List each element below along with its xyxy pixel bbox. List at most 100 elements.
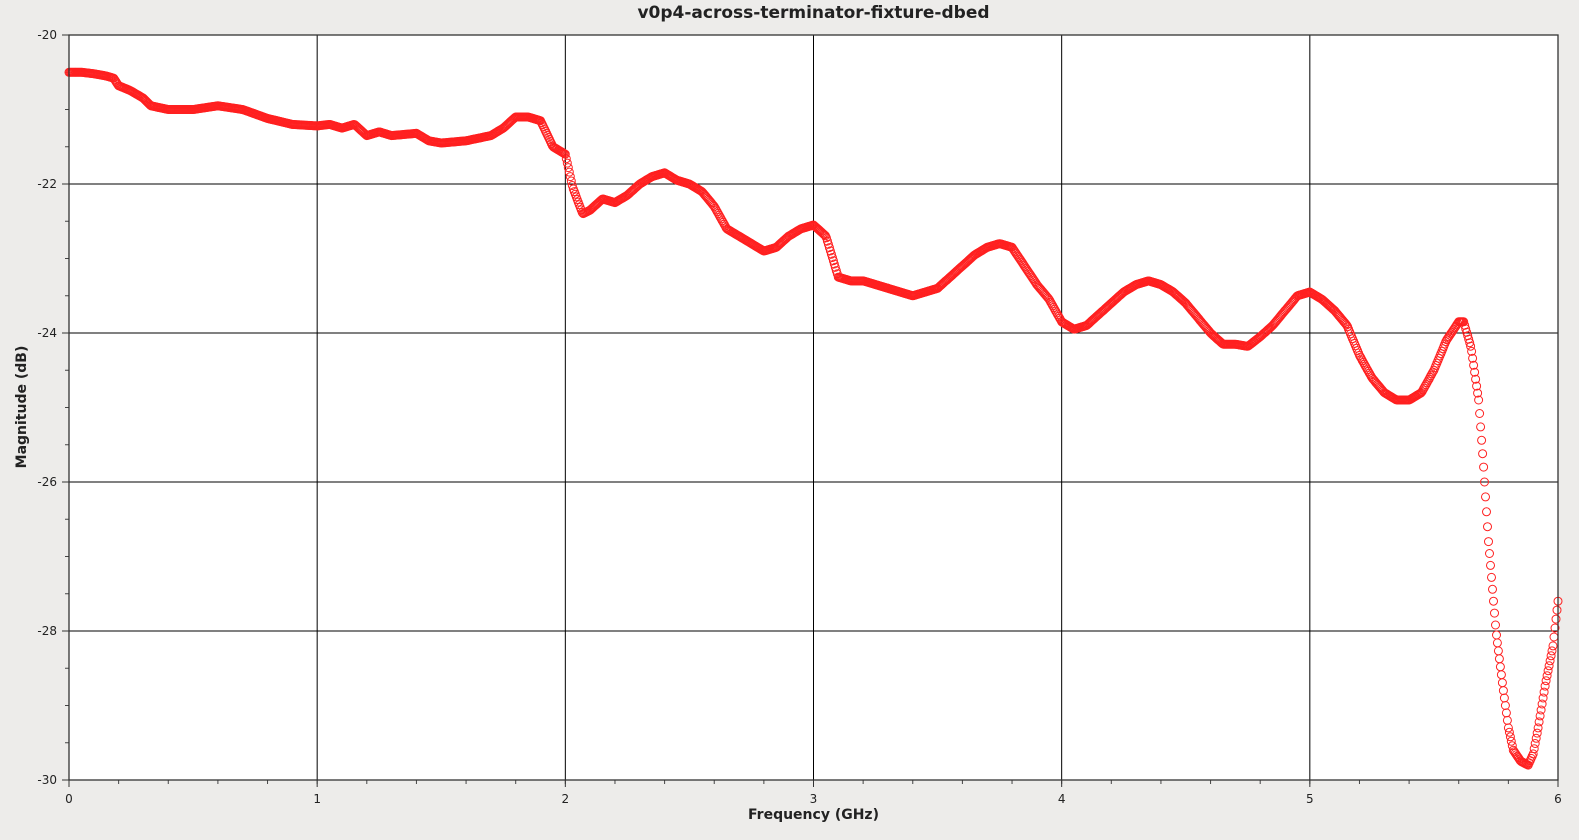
data-point [1498,686,1508,696]
data-point [544,132,553,142]
data-point [1459,317,1469,327]
data-point [1472,381,1482,391]
data-point [1489,596,1498,606]
data-point [1341,319,1351,329]
data-point [1490,608,1499,618]
data-point [558,148,568,158]
data-point [1542,671,1552,681]
y-tick-label: -22 [37,177,57,191]
data-point [562,158,572,168]
data-point [1545,656,1555,666]
data-point [1539,687,1549,697]
data-point [1543,666,1553,676]
data-point [1547,646,1557,656]
data-point [1460,320,1470,330]
data-point [557,147,567,157]
data-point [1550,623,1560,633]
data-point [1464,334,1474,344]
data-point [1465,338,1475,348]
data-point [1534,717,1544,727]
data-point [1530,739,1540,748]
data-point [1484,537,1493,547]
data-point [1551,614,1561,624]
data-point [1505,732,1515,742]
x-ticks: 0 1 2 3 4 5 6 [65,780,1562,806]
data-point [828,256,838,266]
data-point [543,130,552,140]
y-tick-label: -30 [37,773,57,787]
data-point [1482,507,1491,517]
data-point [1479,462,1489,472]
data-point [1475,409,1485,418]
y-tick-label: -26 [37,475,57,489]
data-point [1473,388,1483,398]
data-point [1476,422,1486,432]
data-point [1544,661,1554,671]
data-point [1487,572,1496,582]
x-tick-label: 5 [1306,792,1314,806]
data-point [1481,492,1490,502]
data-point [1506,736,1516,746]
data-point [565,172,575,182]
x-tick-label: 2 [562,792,570,806]
data-point [1478,449,1488,459]
grid [69,35,1558,780]
y-tick-label: -24 [37,326,57,340]
data-point [1463,331,1473,341]
data-point [1469,360,1479,370]
y-tick-label: -28 [37,624,57,638]
data-point [1485,549,1494,558]
data-point [1471,374,1481,384]
data-point [1503,723,1513,733]
data-point [820,231,830,241]
data-point [1467,346,1477,356]
data-point [1480,477,1489,487]
data-point [1532,728,1542,738]
data-point [1474,395,1484,405]
data-point [1528,749,1538,759]
data-point [708,200,718,210]
data-point [1461,324,1471,334]
data-point [1466,341,1476,351]
chart-title: v0p4-across-terminator-fixture-dbed [637,3,990,23]
x-tick-label: 3 [810,792,818,806]
x-axis-label: Frequency (GHz) [748,807,879,823]
data-point [1529,744,1539,754]
data-point [1488,584,1497,594]
data-point [1531,733,1541,743]
data-point [1552,605,1562,615]
data-point [1416,388,1426,398]
data-point [1533,723,1543,733]
data-point [1504,727,1514,737]
x-tick-label: 4 [1058,792,1066,806]
data-point [1546,651,1556,661]
data-point [545,137,555,146]
data-point [567,181,577,190]
series-points [64,67,1563,770]
data-point [1477,435,1487,445]
data-point [1462,327,1472,337]
data-point [1500,701,1510,710]
data-point [559,149,569,159]
x-tick-label: 1 [313,792,321,806]
data-point [1507,741,1517,751]
x-tick-label: 0 [65,792,73,806]
data-point [1538,693,1548,703]
data-point [1483,522,1492,532]
y-ticks: -30 -28 -26 -24 -22 -20 [37,28,69,787]
data-point [1548,641,1558,651]
data-point [1537,699,1547,709]
data-point [1491,620,1500,630]
data-point [564,167,574,177]
data-point [1468,353,1478,363]
data-point [1541,676,1551,686]
data-point [561,154,571,164]
data-point [1535,711,1545,721]
data-point [1536,705,1546,715]
x-tick-label: 6 [1554,792,1562,806]
data-point [1540,681,1550,691]
data-point [1470,367,1480,377]
y-tick-label: -20 [37,28,57,42]
data-point [563,163,573,173]
